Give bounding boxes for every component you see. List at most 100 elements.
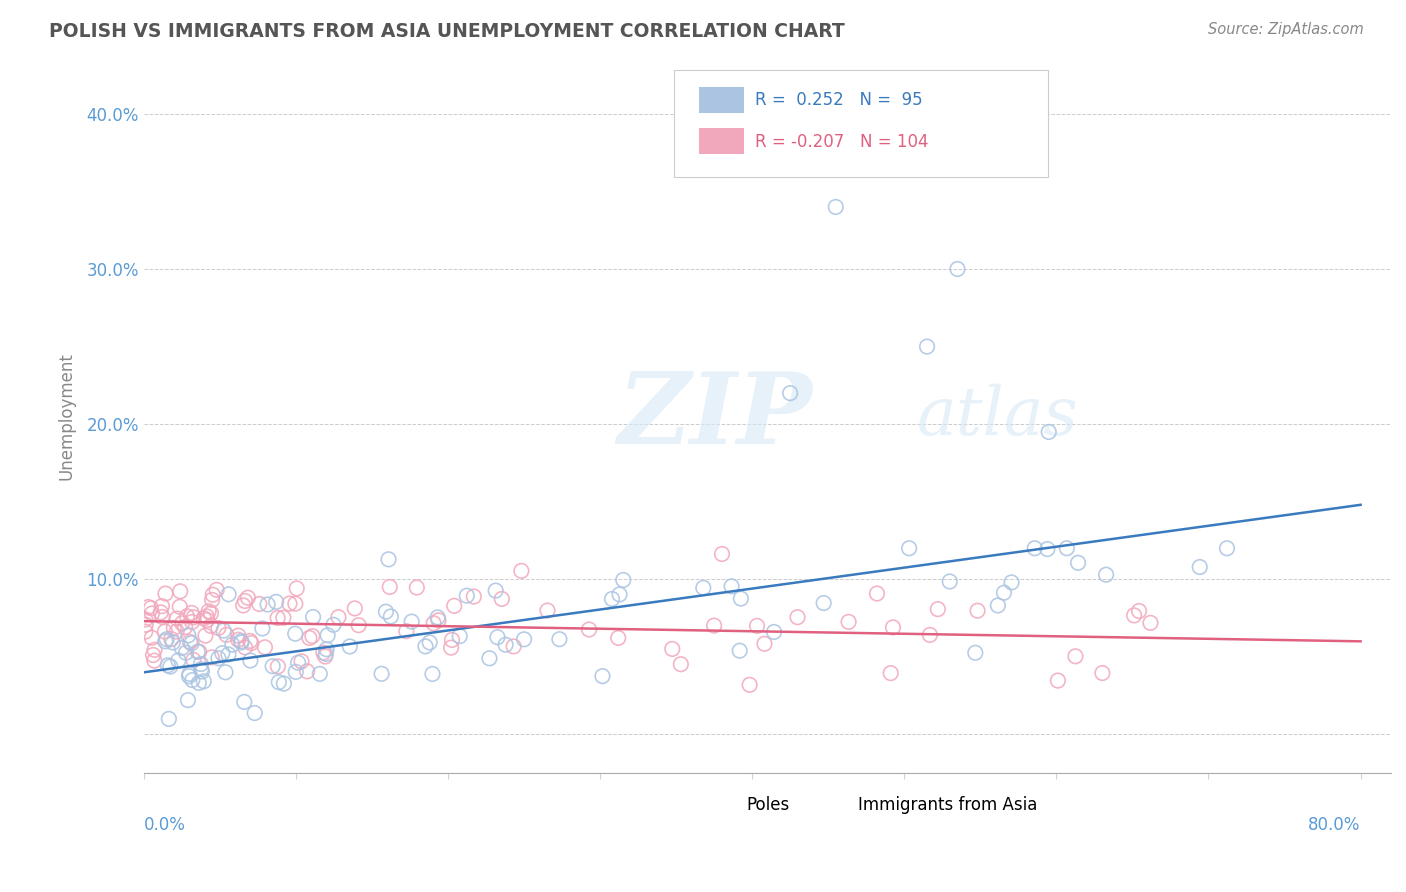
Point bbox=[155, 586, 177, 600]
Point bbox=[548, 632, 571, 647]
Point bbox=[1091, 666, 1114, 681]
Point bbox=[231, 634, 253, 648]
Point bbox=[183, 653, 205, 667]
Point bbox=[212, 624, 235, 638]
Point bbox=[177, 628, 200, 642]
Point bbox=[287, 656, 309, 670]
Point bbox=[993, 585, 1015, 599]
Point bbox=[1123, 608, 1146, 623]
Point bbox=[215, 628, 238, 642]
Point bbox=[915, 340, 938, 354]
Point bbox=[174, 620, 197, 634]
Point bbox=[728, 643, 751, 657]
Point bbox=[267, 659, 290, 673]
Point bbox=[155, 634, 177, 648]
Point bbox=[405, 581, 427, 595]
Point bbox=[763, 624, 786, 639]
Point bbox=[136, 599, 159, 614]
Point bbox=[495, 638, 517, 652]
Point bbox=[779, 386, 801, 401]
Point bbox=[607, 631, 630, 645]
Point bbox=[217, 648, 239, 662]
Point bbox=[710, 547, 733, 561]
FancyBboxPatch shape bbox=[673, 70, 1047, 178]
Text: 0.0%: 0.0% bbox=[143, 816, 186, 834]
Point bbox=[278, 597, 301, 611]
Point bbox=[233, 640, 256, 655]
Point bbox=[166, 624, 188, 639]
Point bbox=[308, 666, 330, 681]
Point bbox=[380, 609, 402, 624]
Point bbox=[374, 605, 396, 619]
Point bbox=[180, 636, 202, 650]
Point bbox=[264, 595, 287, 609]
Point bbox=[256, 598, 278, 612]
Point bbox=[195, 609, 218, 624]
Point bbox=[214, 665, 236, 680]
Point bbox=[194, 629, 217, 643]
Point bbox=[187, 645, 209, 659]
Text: Source: ZipAtlas.com: Source: ZipAtlas.com bbox=[1208, 22, 1364, 37]
Point bbox=[1000, 575, 1022, 590]
Point bbox=[491, 591, 513, 606]
Point bbox=[134, 612, 156, 626]
Point bbox=[157, 712, 180, 726]
FancyBboxPatch shape bbox=[699, 87, 744, 113]
Point bbox=[273, 676, 295, 690]
Point bbox=[422, 616, 444, 631]
Point bbox=[1064, 649, 1087, 664]
Point bbox=[322, 617, 344, 632]
Point bbox=[262, 659, 284, 673]
Point bbox=[754, 637, 776, 651]
Point bbox=[440, 640, 463, 655]
Point bbox=[377, 552, 399, 566]
Point bbox=[879, 666, 901, 681]
Point bbox=[226, 629, 249, 643]
Y-axis label: Unemployment: Unemployment bbox=[58, 352, 75, 480]
Point bbox=[201, 650, 224, 665]
Point bbox=[169, 599, 191, 614]
Point bbox=[536, 603, 558, 617]
FancyBboxPatch shape bbox=[810, 796, 848, 814]
Point bbox=[240, 636, 263, 650]
Point bbox=[150, 610, 173, 624]
Point bbox=[135, 617, 157, 632]
Point bbox=[163, 621, 186, 635]
Point bbox=[179, 667, 201, 681]
Point bbox=[187, 676, 209, 690]
Text: atlas: atlas bbox=[917, 384, 1078, 449]
Point bbox=[838, 615, 860, 629]
Point bbox=[918, 628, 941, 642]
Point bbox=[153, 624, 176, 639]
Text: R =  0.252   N =  95: R = 0.252 N = 95 bbox=[755, 91, 922, 110]
Point bbox=[233, 594, 256, 608]
Point bbox=[176, 609, 198, 624]
Point bbox=[502, 640, 524, 654]
Point bbox=[188, 645, 211, 659]
Point bbox=[824, 200, 846, 214]
Point bbox=[316, 628, 339, 642]
Point bbox=[200, 606, 222, 620]
Point bbox=[478, 651, 501, 665]
Point bbox=[1036, 542, 1059, 557]
Point bbox=[193, 674, 215, 689]
Point bbox=[239, 634, 262, 648]
Point bbox=[965, 646, 987, 660]
Point bbox=[1038, 425, 1060, 439]
Point bbox=[200, 619, 222, 633]
Point bbox=[236, 591, 259, 605]
Point bbox=[243, 706, 266, 720]
Point bbox=[211, 646, 233, 660]
Point bbox=[195, 613, 218, 627]
Point bbox=[738, 678, 761, 692]
Point bbox=[401, 615, 423, 629]
Point bbox=[190, 662, 212, 676]
Point bbox=[441, 632, 464, 647]
Point bbox=[141, 631, 163, 645]
Point bbox=[174, 646, 197, 660]
Point bbox=[143, 643, 166, 657]
Point bbox=[177, 669, 200, 683]
Point bbox=[221, 638, 243, 652]
Point bbox=[141, 607, 163, 621]
Text: ZIP: ZIP bbox=[617, 368, 813, 465]
